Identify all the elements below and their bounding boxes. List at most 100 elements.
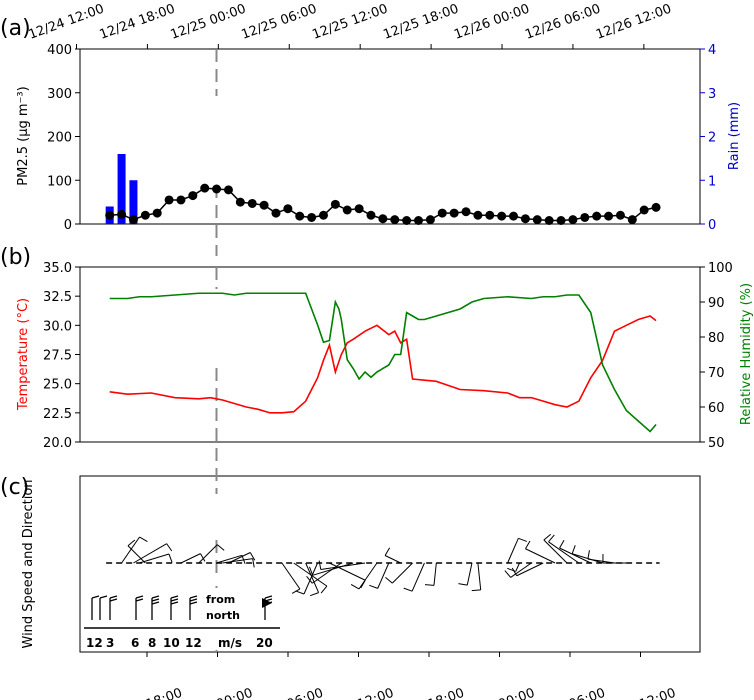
panel-b-ytick-right-label: 90 [708, 296, 725, 311]
wind-barb [572, 553, 603, 564]
pm25-point [497, 211, 507, 221]
wind-legend-speed-label: 12 [185, 636, 202, 650]
wind-barb [127, 545, 146, 564]
wind-barb [507, 538, 519, 564]
wind-legend-speed-label: 8 [148, 636, 156, 650]
pm25-point [271, 208, 281, 218]
pm25-point [509, 211, 519, 221]
pm25-point [259, 200, 269, 210]
wind-barb [411, 562, 425, 592]
panel-c-xtick-label: 01/02 06:00 [528, 686, 607, 700]
wind-barb-flag [587, 550, 590, 560]
panel-a-ylabel-right: Rain (mm) [727, 102, 742, 170]
wind-legend-speed-label: m/s [218, 636, 242, 650]
pm25-point [318, 210, 328, 220]
wind-legend-barb-tick [170, 598, 179, 602]
wind-barb [525, 548, 556, 564]
wind-barb-flag [385, 576, 393, 584]
panel-b-ytick-left-label: 20.0 [43, 436, 72, 451]
pm25-point [437, 208, 447, 218]
panel-a-ytick-left-label: 100 [47, 174, 72, 189]
wind-barb-flag [320, 585, 328, 594]
wind-barb [198, 544, 218, 564]
pm25-point [117, 209, 127, 219]
panel-a-xtick-label: 12/24 18:00 [98, 2, 177, 43]
panel-a-xtick-label: 12/25 12:00 [310, 2, 389, 43]
wind-barb [222, 558, 253, 564]
panel-b-ytick-left-label: 32.5 [43, 290, 72, 305]
pm25-point [568, 215, 578, 225]
wind-barb-flag [384, 547, 391, 556]
panel-b-ytick-left-label: 35.0 [43, 261, 72, 276]
wind-barb-flag [504, 570, 512, 578]
wind-legend-direction-label: north [206, 609, 240, 622]
pm25-point [378, 214, 388, 224]
wind-barb [559, 547, 591, 564]
rain-bar [117, 154, 126, 224]
wind-barb-flag [306, 576, 313, 584]
pm25-point [330, 199, 340, 209]
wind-barb [312, 562, 342, 584]
panel-b-ytick-right-label: 50 [708, 436, 725, 451]
pm25-point [152, 208, 162, 218]
pm25-point [283, 204, 293, 214]
wind-barb-flag [548, 534, 555, 543]
panel-c-xtick-label: 01/01 18:00 [387, 686, 466, 700]
panel-c-ylabel: Wind Speed and Direction [21, 479, 36, 648]
panel-a-ytick-right-label: 0 [708, 218, 716, 233]
pm25-point [580, 212, 590, 222]
pm25-point [164, 195, 174, 205]
panel-c-xtick-label: 01/01 06:00 [246, 686, 325, 700]
wind-barb [180, 553, 201, 564]
wind-barb-flag [166, 543, 173, 552]
panel-label-c: (c) [0, 475, 29, 500]
wind-legend-barb-tick [91, 595, 100, 599]
pm25-point [128, 215, 138, 225]
wind-legend-barb-tick [170, 601, 179, 605]
wind-barb-flag [200, 553, 206, 562]
pm25-point [342, 205, 352, 215]
wind-barb [466, 562, 473, 586]
panel-c-xtick-label: 12/31 18:00 [105, 686, 184, 700]
wind-barb [510, 562, 532, 578]
wind-barb-flag [471, 589, 481, 592]
wind-barb [391, 562, 413, 584]
wind-legend-speed-label: 10 [163, 636, 180, 650]
pm25-point [105, 210, 115, 220]
pm25-point [532, 215, 542, 225]
wind-barb [515, 562, 520, 572]
wind-barb [587, 558, 615, 564]
wind-legend-barb-tick [109, 598, 118, 602]
pm25-point [604, 211, 614, 221]
wind-barb-flag [318, 560, 322, 570]
wind-legend-barb-tick [189, 598, 198, 602]
wind-barb-flag [369, 584, 378, 589]
pm25-point [390, 215, 400, 225]
wind-barb [320, 562, 366, 571]
panel-a-xtick-label: 12/25 00:00 [169, 2, 248, 43]
panel-b-ytick-left-label: 30.0 [43, 319, 72, 334]
wind-barb [121, 536, 140, 564]
wind-legend-speed-label: 3 [106, 636, 114, 650]
wind-barb-flag [424, 584, 435, 586]
wind-barb [216, 554, 243, 564]
wind-barb-flag [168, 553, 173, 563]
wind-barb-flag [295, 590, 305, 595]
wind-barb [377, 562, 390, 589]
pm25-point [449, 208, 459, 218]
wind-barb [433, 562, 437, 586]
wind-legend-speed-label: 6 [131, 636, 139, 650]
panel-a-ytick-right-label: 3 [708, 87, 716, 102]
wind-barb [303, 562, 319, 595]
pm25-line [109, 187, 645, 222]
pm25-point [295, 211, 305, 221]
panel-a-xtick-label: 12/25 06:00 [239, 2, 318, 43]
wind-barb-flag [525, 540, 531, 549]
panel-b-plot: 20.0 22.5 25.0 27.5 30.0 32.5 35.0 50 60 70 80 90 10… [43, 261, 733, 451]
pm25-point [592, 211, 602, 221]
wind-barb [329, 562, 366, 581]
wind-barb [305, 562, 320, 593]
pm25-point [473, 210, 483, 220]
